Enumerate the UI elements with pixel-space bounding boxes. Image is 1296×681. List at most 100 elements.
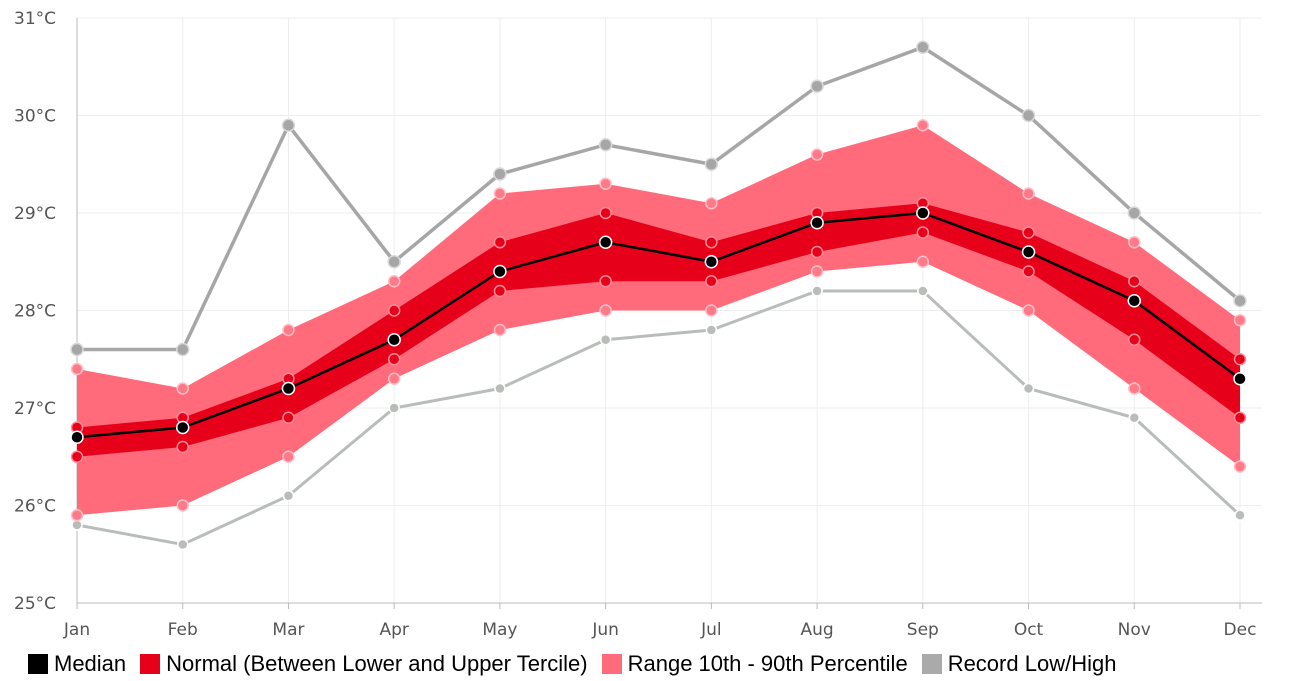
point-range-low [599, 304, 612, 317]
point-record-high [70, 342, 84, 357]
point-median [387, 333, 401, 347]
point-normal-high [1128, 275, 1141, 288]
series-points [70, 40, 1247, 551]
y-tick-label: 26°C [14, 497, 56, 517]
tick-labels: 25°C 26°C 27°C 28°C 29°C 30°C 31°C Jan Feb Mar Apr… [14, 9, 1256, 640]
y-tick-label: 27°C [14, 399, 56, 419]
point-range-high [1128, 236, 1141, 249]
point-normal-low [1128, 333, 1141, 346]
point-normal-high [1022, 226, 1035, 239]
point-record-low [1234, 509, 1246, 521]
legend-item-record[interactable]: Record Low/High [921, 651, 1116, 677]
point-median [1127, 294, 1142, 308]
point-normal-high [705, 236, 718, 249]
point-record-high [704, 157, 719, 171]
point-range-high [1022, 187, 1035, 200]
point-median [175, 420, 190, 435]
x-tick-label: Aug [800, 620, 833, 640]
point-range-low [1128, 382, 1141, 395]
legend-label-normal: Normal (Between Lower and Upper Tercile) [166, 651, 588, 676]
legend-swatch-range [601, 654, 622, 674]
point-record-low [1128, 412, 1141, 424]
point-record-high [493, 167, 507, 181]
point-normal-high [387, 304, 401, 317]
point-range-low [282, 450, 295, 463]
legend-item-median[interactable]: Median [28, 651, 126, 677]
point-record-high [175, 342, 190, 357]
point-range-high [282, 323, 295, 337]
point-range-low [70, 509, 84, 522]
x-tick-label: Jul [700, 620, 722, 640]
point-record-low [282, 490, 295, 502]
point-normal-low [705, 275, 718, 288]
legend-label-range: Range 10th - 90th Percentile [627, 651, 908, 676]
point-range-high [705, 197, 718, 210]
y-tick-label: 29°C [14, 204, 56, 224]
point-range-low [1022, 304, 1035, 317]
point-record-high [916, 40, 930, 54]
legend-swatch-record [921, 654, 942, 674]
point-median [1233, 372, 1247, 386]
point-record-high [281, 118, 296, 132]
point-range-high [176, 382, 189, 395]
x-tick-label: Sep [907, 620, 939, 640]
legend-swatch-median [28, 654, 48, 674]
point-normal-low [387, 353, 401, 366]
line-record-low [76, 289, 1242, 547]
line-median [76, 211, 1241, 439]
point-record-high [810, 79, 824, 93]
series-lines [76, 45, 1242, 547]
point-median [493, 264, 507, 279]
point-range-low [916, 255, 930, 268]
x-tick-label: Nov [1118, 620, 1151, 640]
point-normal-low [599, 275, 612, 288]
point-normal-low [70, 450, 84, 463]
x-tick-label: Mar [272, 620, 304, 640]
y-tick-label: 28°C [14, 302, 56, 322]
point-normal-high [493, 236, 507, 249]
y-tick-label: 31°C [14, 9, 56, 29]
point-record-low [176, 538, 189, 551]
point-record-low [705, 324, 718, 336]
x-tick-label: Feb [168, 620, 198, 640]
legend-swatch-normal [140, 654, 161, 674]
point-normal-high [599, 206, 612, 220]
x-tick-label: Jun [591, 620, 619, 640]
point-range-high [916, 119, 930, 132]
point-range-low [810, 265, 824, 278]
point-range-low [705, 304, 718, 317]
point-range-low [1233, 460, 1247, 473]
point-range-high [810, 148, 824, 161]
legend: Median Normal (Between Lower and Upper T… [28, 650, 1130, 678]
point-normal-low [493, 284, 507, 298]
y-tick-label: 25°C [14, 594, 56, 614]
x-tick-label: Oct [1014, 620, 1044, 640]
point-record-low [811, 285, 823, 297]
point-normal-low [1022, 265, 1035, 278]
legend-item-range[interactable]: Range 10th - 90th Percentile [601, 651, 908, 677]
point-range-high [599, 177, 612, 190]
legend-item-normal[interactable]: Normal (Between Lower and Upper Tercile) [140, 651, 588, 677]
point-median [1021, 245, 1036, 259]
point-record-high [598, 138, 613, 152]
point-normal-low [916, 226, 930, 239]
point-normal-low [282, 411, 295, 424]
point-median [598, 235, 613, 249]
point-record-high [1233, 294, 1247, 308]
point-range-high [1233, 314, 1247, 327]
point-normal-low [176, 440, 189, 454]
point-record-low [494, 382, 506, 395]
point-range-low [387, 372, 401, 385]
point-normal-low [1233, 411, 1247, 424]
x-tick-label: Jan [63, 620, 90, 640]
y-tick-label: 30°C [14, 107, 56, 127]
point-normal-high [1233, 353, 1247, 366]
point-range-high [493, 187, 507, 200]
point-record-low [599, 334, 612, 346]
point-range-high [70, 362, 84, 376]
bands [77, 125, 1240, 516]
x-tick-label: Apr [379, 620, 408, 640]
point-median [70, 430, 84, 444]
line-record-high [77, 45, 1242, 352]
temperature-chart: 25°C 26°C 27°C 28°C 29°C 30°C 31°C Jan Feb Mar Apr… [14, 9, 1262, 640]
